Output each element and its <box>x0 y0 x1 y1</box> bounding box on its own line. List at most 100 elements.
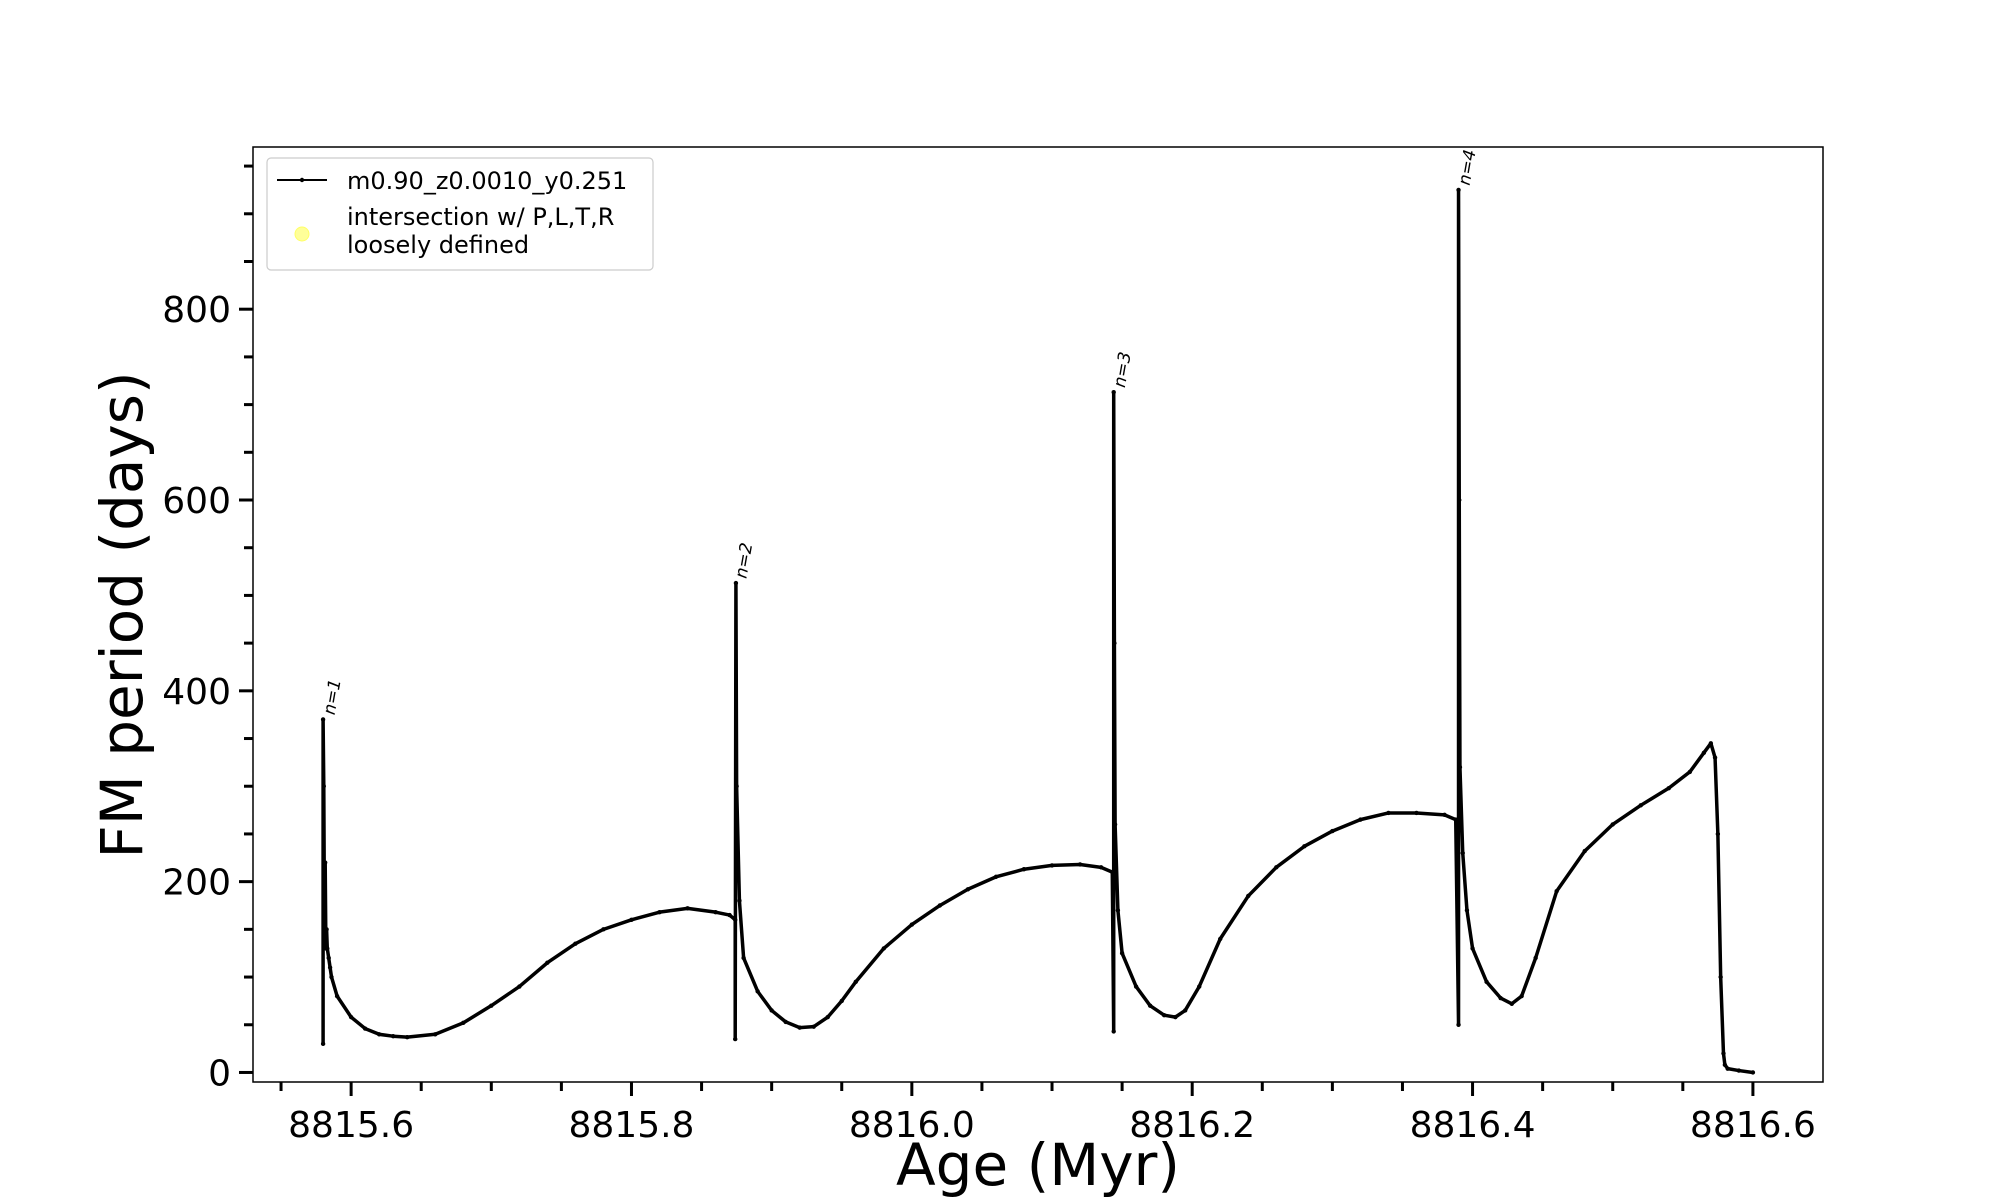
series-point <box>1509 1001 1515 1006</box>
series-point <box>1197 984 1202 989</box>
series-point <box>1736 1068 1742 1073</box>
series-point <box>1110 869 1115 875</box>
series-point <box>1666 785 1672 791</box>
series-point <box>322 860 328 865</box>
series-point <box>629 917 634 923</box>
series-point <box>1701 750 1707 756</box>
series-point <box>797 1025 802 1030</box>
series-point <box>1718 974 1723 980</box>
y-tick-label: 600 <box>162 481 231 522</box>
series-point <box>937 903 943 908</box>
y-axis: 0 200 400 600 800 <box>162 164 253 1094</box>
series-point <box>1457 764 1463 770</box>
series-point <box>1386 810 1391 816</box>
y-tick-label: 200 <box>162 863 231 904</box>
series-point <box>1457 497 1462 503</box>
series-point <box>657 909 662 915</box>
series-point <box>433 1032 438 1037</box>
x-tick-label: 8815.8 <box>568 1105 694 1146</box>
series-point <box>517 984 522 989</box>
legend-entry-intersection-line2: loosely defined <box>347 231 529 259</box>
series-point <box>1460 850 1465 856</box>
series-point <box>1246 893 1251 899</box>
series-point <box>1330 828 1335 834</box>
series-point <box>733 580 739 586</box>
series-point <box>825 1014 830 1020</box>
series-point <box>329 974 334 980</box>
series-point <box>1302 844 1307 849</box>
series-point <box>461 1020 466 1026</box>
x-axis-title: Age (Myr) <box>896 1131 1180 1199</box>
series-point <box>733 1036 738 1042</box>
series-point <box>1358 817 1363 822</box>
series-point <box>1112 822 1118 827</box>
series-point <box>713 909 718 915</box>
series-point <box>1112 640 1117 646</box>
series-point <box>1484 979 1489 985</box>
series-point <box>1712 755 1718 760</box>
series-layer <box>320 187 1756 1075</box>
series-point <box>348 1014 354 1020</box>
series-point <box>1453 817 1458 822</box>
series-point <box>1147 1003 1153 1008</box>
series-point <box>737 898 742 903</box>
series-point <box>334 993 340 999</box>
series-point <box>1111 390 1116 395</box>
series-point <box>1442 812 1447 818</box>
series-point <box>1708 741 1714 746</box>
series-point <box>1133 984 1139 989</box>
series-point <box>685 906 690 911</box>
series-point <box>909 922 915 927</box>
series-point <box>1498 995 1503 1001</box>
series-point <box>1721 1051 1726 1056</box>
series-point <box>573 941 578 946</box>
series-point <box>783 1019 788 1025</box>
series-point <box>811 1024 816 1029</box>
x-tick-label: 8816.4 <box>1410 1105 1536 1146</box>
series-point <box>1725 1066 1730 1071</box>
x-tick-label: 8815.6 <box>288 1105 414 1146</box>
series-point <box>1111 1029 1116 1034</box>
series-point <box>1638 803 1643 808</box>
series-point <box>327 965 333 970</box>
series-point <box>734 784 739 789</box>
series-point <box>390 1034 396 1039</box>
series-point <box>1456 1022 1461 1027</box>
series-point <box>881 946 886 951</box>
series-point <box>321 784 326 789</box>
annotation-layer: n=1n=2n=3n=4 <box>320 148 1481 716</box>
series-point <box>1119 951 1125 956</box>
x-tick-label: 8816.6 <box>1690 1105 1816 1146</box>
series-point <box>325 946 330 951</box>
series-point <box>405 1034 410 1040</box>
series-point <box>993 874 999 880</box>
series-point <box>1098 865 1104 870</box>
series-point <box>1582 848 1587 854</box>
series-point <box>1722 1062 1728 1068</box>
series-point <box>733 917 738 923</box>
y-tick-label: 400 <box>162 672 231 713</box>
y-axis-title: FM period (days) <box>88 371 156 858</box>
legend: m0.90_z0.0010_y0.251 intersection w/ P,L… <box>266 157 654 271</box>
legend-entry-series: m0.90_z0.0010_y0.251 <box>347 167 627 195</box>
legend-series-point-marker <box>299 177 305 183</box>
series-point <box>1021 867 1027 872</box>
series-point <box>1456 187 1461 193</box>
series-point <box>1414 810 1419 816</box>
series-point <box>324 927 329 932</box>
series-point <box>1687 769 1693 775</box>
series-point <box>320 1041 326 1047</box>
series-point <box>1049 863 1055 868</box>
series-point <box>362 1026 368 1031</box>
x-tick-label: 8816.0 <box>849 1105 975 1146</box>
series-point <box>1470 946 1475 951</box>
legend-intersection-marker <box>294 226 310 242</box>
series-point <box>1715 831 1721 837</box>
series-point <box>727 912 732 918</box>
legend-entry-intersection: intersection w/ P,L,T,R <box>347 203 614 231</box>
series-point <box>1218 936 1223 942</box>
x-tick-label: 8816.2 <box>1129 1105 1255 1146</box>
x-axis: 8815.6 8815.8 8816.0 8816.2 8816.4 8816.6 <box>279 1082 1816 1146</box>
series-point <box>965 887 971 892</box>
